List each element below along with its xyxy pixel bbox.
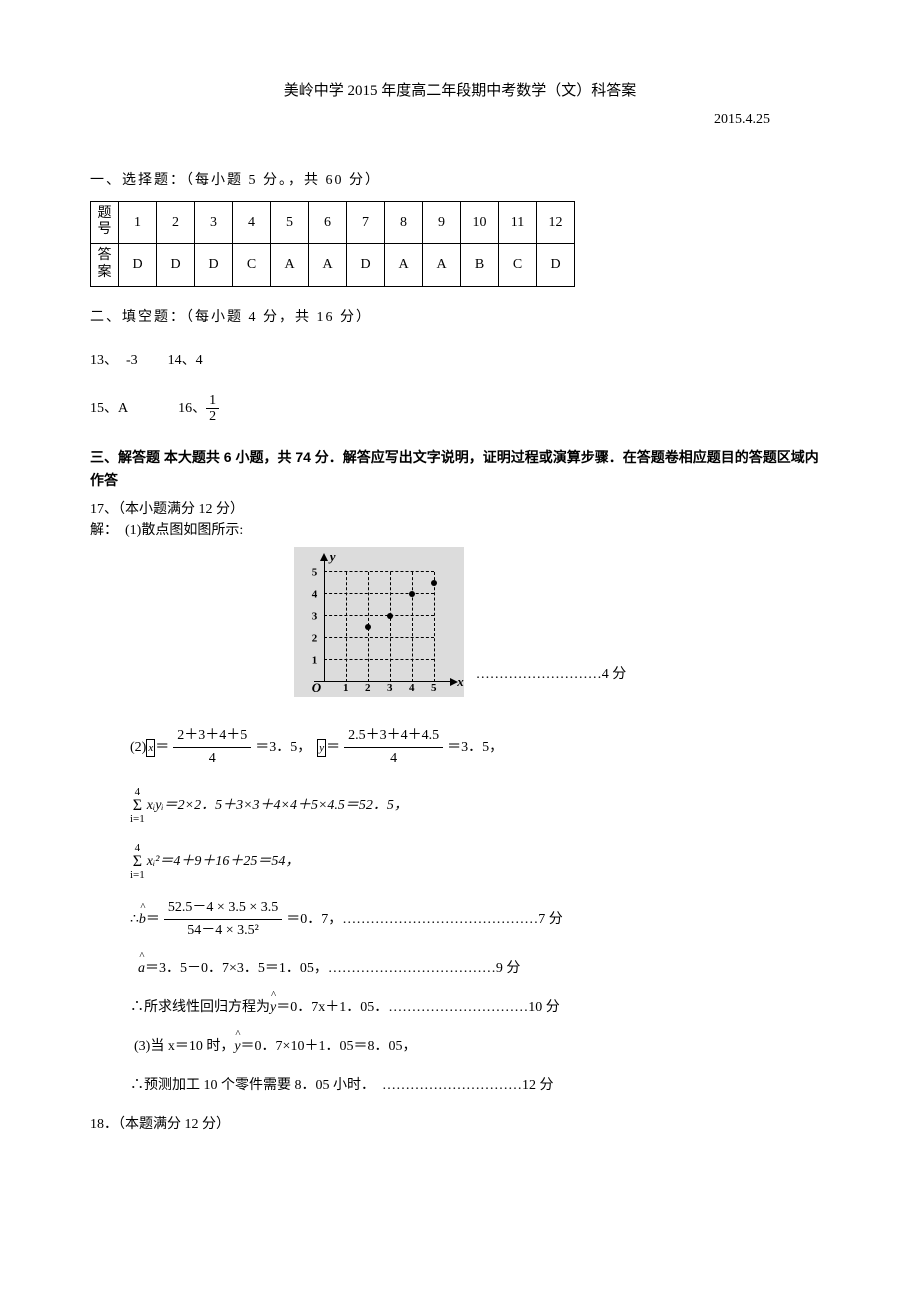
q15-label: 15、 [90,398,118,419]
fill-row: 13、 -3 14、 4 [90,350,830,371]
cell: 10 [461,201,499,244]
q13-label: 13、 [90,350,118,371]
y-axis-label: y [330,547,336,567]
row-label: 题号 [91,201,119,244]
cell: A [309,244,347,287]
q17-head: 17、（本小题满分 12 分） [90,499,830,520]
fill-row: 15、 A 16、 1 2 [90,393,830,425]
cell: 5 [271,201,309,244]
cell: A [385,244,423,287]
q18-head: 18．（本题满分 12 分） [90,1114,830,1135]
scatter-plot: y x O 1234512345 [294,547,464,697]
row-label: 答案 [91,244,119,287]
scatter-wrap: y x O 1234512345 ………………………4 分 [90,547,830,697]
cell: D [157,244,195,287]
cell: A [423,244,461,287]
cell: A [271,244,309,287]
cell: 2 [157,201,195,244]
cell: 8 [385,201,423,244]
math-line: ∴预测加工 10 个零件需要 8．05 小时． …………………………12 分 [130,1075,830,1096]
section2-heading: 二、填空题：（每小题 4 分，共 16 分） [90,307,830,328]
q16-fraction: 1 2 [206,393,219,425]
math-line: 4 Σ i=1 xᵢyᵢ＝2×2．5＋3×3＋4×4＋5×4.5＝52．5， [130,787,830,825]
math-line: ∴ b ＝ 52.5－4 × 3.5 × 3.5 54－4 × 3.5² ＝0．… [130,899,830,940]
cell: 4 [233,201,271,244]
section1-heading: 一、选择题：（每小题 5 分。，共 60 分） [90,170,830,191]
cell: 6 [309,201,347,244]
q15-value: A [118,398,128,419]
page-title: 美岭中学 2015 年度高二年段期中考数学（文）科答案 [90,80,830,103]
cell: D [347,244,385,287]
answer-table: 题号 1 2 3 4 5 6 7 8 9 10 11 12 答案 D D D C… [90,201,575,287]
math-line: (3)当 x＝10 时， y ＝0．7×10＋1．05＝8．05， [130,1036,830,1057]
q13-value: -3 [126,350,138,371]
cell: D [195,244,233,287]
q14-value: 4 [196,350,203,371]
cell: 1 [119,201,157,244]
math-line: 4 Σ i=1 xᵢ²＝4＋9＋16＋25＝54， [130,843,830,881]
q17-part2: (2) x＝ 2＋3＋4＋5 4 ＝3．5， y＝ 2.5＋3＋4＋4.5 4 … [130,727,830,1096]
cell: B [461,244,499,287]
origin-label: O [312,678,321,698]
cell: C [233,244,271,287]
cell: C [499,244,537,287]
cell: 7 [347,201,385,244]
table-row: 答案 D D D C A A D A A B C D [91,244,575,287]
q17-part1: 解： (1)散点图如图所示: [90,520,830,541]
table-row: 题号 1 2 3 4 5 6 7 8 9 10 11 12 [91,201,575,244]
q14-label: 14、 [168,350,196,371]
q17: 17、（本小题满分 12 分） 解： (1)散点图如图所示: y x O 123… [90,499,830,1096]
page-date: 2015.4.25 [90,109,830,130]
chart-score: ………………………4 分 [476,664,627,697]
cell: 12 [537,201,575,244]
q16-label: 16、 [178,398,206,419]
x-axis-label: x [457,672,464,692]
cell: 3 [195,201,233,244]
math-line: ∴所求线性回归方程为 y ＝0．7x＋1．05．…………………………10 分 [130,997,830,1018]
cell: D [537,244,575,287]
cell: D [119,244,157,287]
math-line: (2) x＝ 2＋3＋4＋5 4 ＝3．5， y＝ 2.5＋3＋4＋4.5 4 … [130,727,830,768]
math-line: a ＝3．5－0．7×3．5＝1．05，………………………………9 分 [130,958,830,979]
section3-heading: 三、解答题 本大题共 6 小题，共 74 分．解答应写出文字说明，证明过程或演算… [90,446,830,491]
cell: 9 [423,201,461,244]
cell: 11 [499,201,537,244]
